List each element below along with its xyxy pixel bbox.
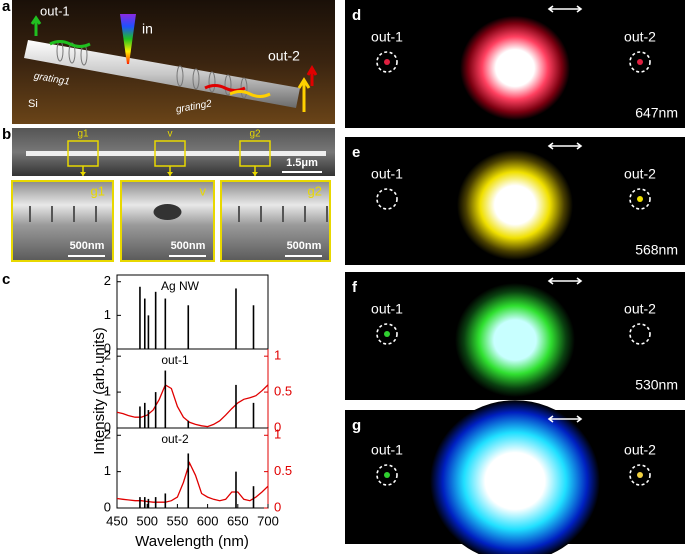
x-axis-label: Wavelength (nm) — [135, 533, 249, 550]
transmission-curve — [116, 383, 269, 428]
box-label: g2 — [249, 129, 261, 140]
panel-label: e — [352, 144, 360, 161]
inset-label: g2 — [308, 183, 322, 198]
wavelength-label: 530nm — [635, 377, 678, 393]
annotation: Si — [28, 98, 38, 110]
output-label: out-2 — [624, 166, 656, 182]
panel-label: c — [2, 271, 10, 288]
polarization-arrow — [547, 5, 583, 13]
output-ring — [376, 464, 398, 486]
out2-arrow-red — [306, 64, 318, 86]
y-tick-label: 1 — [104, 307, 111, 322]
box-label: v — [168, 129, 173, 140]
wavelength-label: 568nm — [635, 242, 678, 258]
output-ring — [629, 188, 651, 210]
annotation: out-1 — [40, 3, 70, 18]
output-ring — [376, 323, 398, 345]
y-axis-label: Intensity (arb.units) — [91, 327, 108, 455]
scattering-glow — [455, 283, 575, 397]
scattering-glow — [457, 149, 573, 261]
output-spot — [637, 59, 643, 65]
output-spot — [384, 472, 390, 478]
x-tick-label: 650 — [227, 513, 249, 528]
input-beam — [120, 14, 136, 64]
x-tick-label: 600 — [197, 513, 219, 528]
output-label: out-1 — [371, 166, 403, 182]
y-tick-label: 1 — [104, 384, 111, 399]
y-tick-label: 1 — [104, 463, 111, 478]
y-tick-label: 0 — [104, 340, 111, 355]
wave-green — [49, 40, 91, 48]
scale-label: 1.5μm — [286, 157, 318, 169]
x-tick-label: 450 — [106, 513, 128, 528]
y-tick-label: 0 — [104, 419, 111, 434]
output-spot — [637, 472, 643, 478]
output-spot — [384, 59, 390, 65]
output-label: out-2 — [624, 442, 656, 458]
output-label: out-2 — [624, 301, 656, 317]
panel-label: a — [2, 0, 11, 15]
annotation: out-1 — [161, 353, 189, 367]
gratings — [56, 40, 248, 99]
output-ring — [376, 188, 398, 210]
panel-label: b — [2, 126, 11, 143]
output-ring — [629, 464, 651, 486]
defect — [153, 204, 182, 220]
wavelength-label: 647nm — [635, 105, 678, 121]
y-tick-label: 2 — [104, 427, 111, 442]
output-spot — [384, 331, 390, 337]
y2-tick-label: 0 — [274, 419, 281, 434]
scale-label: 500nm — [171, 240, 206, 252]
polarization-arrow — [547, 277, 583, 285]
output-label: out-1 — [371, 29, 403, 45]
x-tick-label: 550 — [167, 513, 189, 528]
scattering-glow — [430, 400, 600, 554]
x-tick-label: 700 — [257, 513, 279, 528]
y2-tick-label: 1 — [274, 427, 281, 442]
output-ring — [629, 323, 651, 345]
out2-arrow — [297, 77, 311, 112]
x-tick-label: 500 — [136, 513, 158, 528]
annotation: out-2 — [161, 432, 189, 446]
insets: g1 500nm v 500nm g2 500nm — [11, 180, 331, 262]
output-spot — [637, 196, 643, 202]
output-label: out-1 — [371, 301, 403, 317]
polarization-arrow — [547, 415, 583, 423]
inset-label: v — [200, 183, 207, 198]
annotation: Ag NW — [161, 279, 200, 293]
scattering-glow — [460, 15, 570, 121]
y2-tick-label: 1 — [274, 348, 281, 363]
y2-tick-label: 0 — [274, 499, 281, 514]
output-label: out-1 — [371, 442, 403, 458]
images: out-1 out-2 d 647nm out-1 out-2 e 568nm out-1 out… — [345, 0, 685, 554]
inset-image — [120, 180, 215, 262]
output-ring — [376, 51, 398, 73]
output-ring — [629, 51, 651, 73]
y-tick-label: 2 — [104, 273, 111, 288]
out1-arrow — [30, 15, 42, 36]
sem-arrows — [80, 172, 258, 176]
scale-label: 500nm — [287, 240, 322, 252]
wave-yellow — [229, 90, 271, 98]
scale-label: 500nm — [70, 240, 105, 252]
annotation: in — [142, 21, 153, 37]
panel-label: g — [352, 417, 361, 434]
inset-label: g1 — [91, 183, 105, 198]
box-label: g1 — [77, 129, 89, 140]
polarization-arrow — [547, 142, 583, 150]
panel-label: d — [352, 7, 361, 24]
y2-tick-label: 0.5 — [274, 463, 292, 478]
transmission-curve — [116, 461, 269, 503]
output-label: out-2 — [624, 29, 656, 45]
sem-wire — [26, 151, 326, 156]
y-tick-label: 2 — [104, 348, 111, 363]
panel-label: f — [352, 279, 358, 296]
y-tick-label: 0 — [104, 499, 111, 514]
y2-tick-label: 0.5 — [274, 384, 292, 399]
annotation: out-2 — [268, 48, 300, 64]
